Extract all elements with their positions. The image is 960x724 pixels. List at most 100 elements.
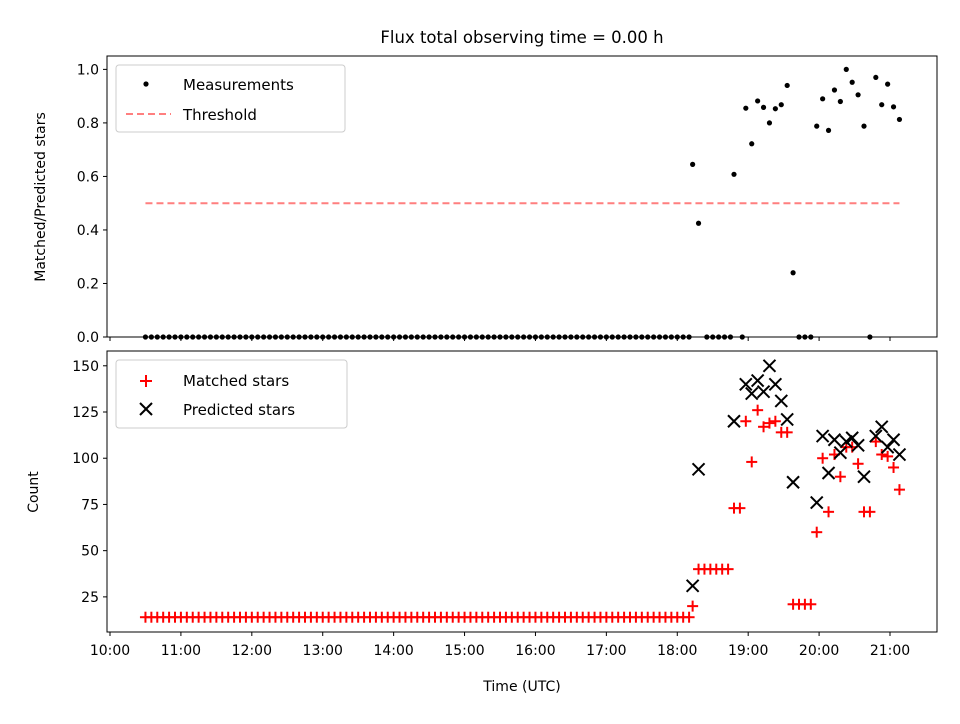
bottom-ytick-label-3: 100 [72, 451, 99, 467]
predicted-point-15 [827, 433, 842, 447]
measurement-point-24 [284, 334, 290, 340]
measurement-point-76 [591, 334, 598, 340]
measurement-point-74 [580, 334, 586, 340]
measurement-point-58 [485, 334, 491, 340]
top-panel: 0.0 0.2 0.4 0.6 0.8 1.0 Matched/Predicted sta… [33, 55, 938, 346]
bottom-x-ticks: 10:00 11:00 12:00 13:00 14:00 15:00 16:00 17:00… [90, 632, 910, 659]
measurement-point-5 [172, 334, 178, 340]
bottom-y-ticks: 25 50 75 100 125 150 [72, 359, 107, 606]
measurement-point-43 [396, 334, 403, 340]
measurement-point-72 [568, 334, 574, 340]
top-ytick-label-0: 0.0 [77, 330, 99, 346]
measurement-point-106 [766, 120, 773, 126]
measurement-point-33 [337, 334, 344, 340]
predicted-point-22 [875, 420, 889, 434]
bottom-ytick-label-5: 150 [72, 359, 99, 375]
measurement-point-103 [749, 141, 755, 147]
measurement-point-101 [739, 334, 745, 340]
xtick-label-1: 11:00 [161, 643, 201, 659]
bottom-ytick-label-1: 50 [81, 544, 99, 560]
predicted-point-13 [815, 429, 830, 443]
matched-point-92 [683, 611, 695, 623]
measurement-point-124 [873, 74, 879, 81]
matched-point-118 [834, 471, 846, 483]
measurement-point-45 [408, 334, 414, 340]
measurement-point-127 [890, 104, 897, 110]
measurement-point-126 [885, 81, 891, 87]
measurement-point-27 [302, 334, 308, 340]
measurement-point-21 [266, 334, 273, 340]
measurement-point-36 [355, 334, 361, 340]
measurement-point-50 [438, 334, 444, 340]
measurement-point-59 [491, 334, 497, 340]
measurement-point-125 [879, 102, 885, 108]
measurement-point-63 [515, 334, 521, 340]
measurement-point-17 [243, 334, 249, 340]
matched-point-114 [811, 526, 823, 538]
measurement-point-104 [755, 98, 761, 104]
measurement-point-66 [532, 334, 539, 340]
measurement-point-31 [326, 334, 332, 340]
measurement-point-0 [142, 334, 149, 340]
predicted-point-19 [851, 438, 865, 452]
measurement-point-79 [609, 334, 615, 340]
matched-point-123 [864, 506, 876, 518]
measurement-point-3 [160, 334, 166, 340]
measurement-point-30 [320, 334, 326, 340]
measurement-point-77 [597, 334, 604, 340]
measurement-point-4 [166, 334, 172, 340]
legend-threshold-label: Threshold [182, 106, 257, 124]
measurement-point-120 [849, 79, 855, 85]
matched-point-103 [746, 456, 758, 468]
matched-point-106 [763, 417, 775, 429]
measurement-point-102 [743, 105, 749, 111]
top-legend: Measurements Threshold [115, 64, 346, 133]
top-ytick-label-1: 0.2 [77, 276, 99, 292]
predicted-point-20 [857, 470, 871, 484]
bottom-ytick-label-2: 75 [81, 497, 99, 513]
measurement-point-54 [461, 334, 468, 340]
measurement-point-46 [414, 334, 420, 340]
predicted-point-23 [880, 440, 895, 454]
matched-point-102 [740, 415, 752, 427]
predicted-point-5 [750, 373, 765, 388]
xtick-label-5: 15:00 [444, 643, 484, 659]
matched-point-126 [882, 450, 894, 462]
measurement-point-78 [603, 334, 609, 340]
predicted-point-11 [786, 475, 800, 489]
legend-measurements-label: Measurements [183, 76, 294, 94]
measurement-point-37 [361, 334, 367, 340]
xtick-label-8: 18:00 [657, 643, 697, 659]
measurement-point-89 [668, 334, 674, 340]
measurement-point-62 [509, 334, 515, 340]
xtick-label-3: 13:00 [303, 643, 343, 659]
predicted-point-24 [886, 433, 901, 447]
measurement-point-15 [231, 334, 237, 340]
measurement-point-73 [574, 334, 580, 340]
measurement-point-34 [343, 334, 349, 340]
matched-point-101 [734, 502, 746, 514]
matched-point-127 [888, 461, 900, 473]
predicted-point-2 [727, 414, 741, 428]
measurement-point-23 [278, 334, 284, 340]
measurement-point-97 [716, 334, 722, 340]
predicted-point-18 [845, 431, 859, 445]
measurement-point-70 [556, 334, 562, 340]
chart-title: Flux total observing time = 0.00 h [380, 28, 663, 47]
predicted-point-14 [821, 466, 836, 480]
measurement-point-87 [656, 334, 663, 340]
measurement-point-9 [196, 334, 202, 340]
measurement-point-105 [760, 104, 767, 110]
bottom-ytick-label-0: 25 [81, 590, 99, 606]
measurement-point-39 [373, 334, 379, 340]
measurement-point-116 [825, 127, 832, 133]
measurement-point-114 [814, 123, 820, 129]
measurement-point-49 [432, 334, 438, 340]
predicted-point-16 [833, 445, 848, 460]
measurement-point-90 [674, 334, 680, 340]
measurement-point-68 [544, 334, 550, 340]
measurement-point-14 [225, 334, 231, 340]
measurement-point-91 [680, 334, 686, 340]
predicted-point-4 [745, 386, 759, 401]
